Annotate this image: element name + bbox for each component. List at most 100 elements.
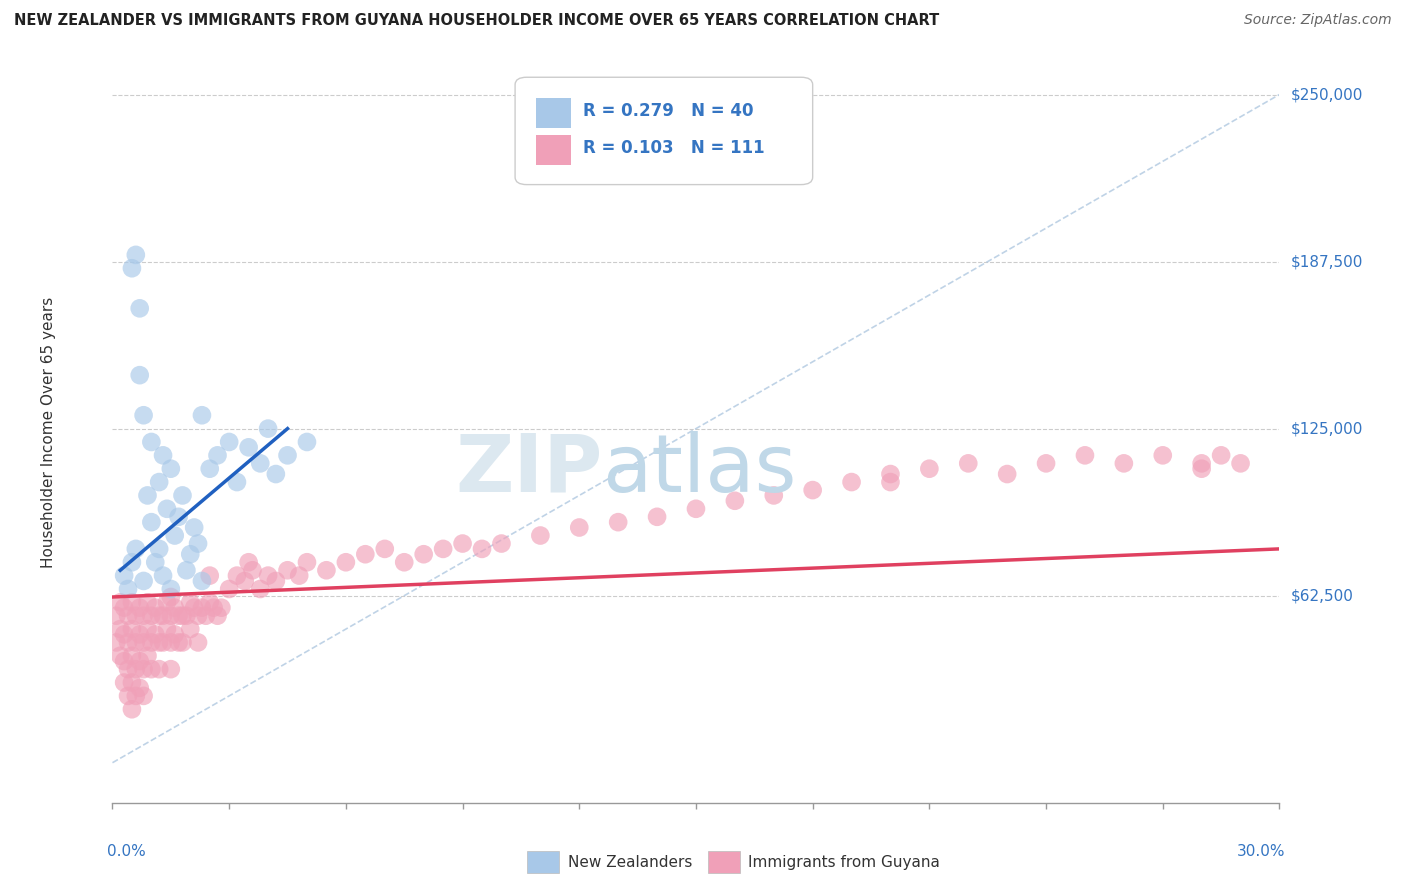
Point [841,475,863,489]
Point [685,501,707,516]
Text: Immigrants from Guyana: Immigrants from Guyana [748,855,941,870]
Point [128,654,150,668]
Point [148,635,170,649]
Point [198,595,221,609]
Point [152,568,174,582]
Point [156,622,179,636]
Point [112,675,135,690]
Point [288,568,311,582]
Point [148,541,170,556]
Point [568,520,591,534]
Point [191,574,214,588]
Point [132,635,155,649]
Text: NEW ZEALANDER VS IMMIGRANTS FROM GUYANA HOUSEHOLDER INCOME OVER 65 YEARS CORRELA: NEW ZEALANDER VS IMMIGRANTS FROM GUYANA … [14,13,939,29]
Bar [707,851,741,873]
Point [315,563,337,577]
Point [801,483,824,497]
Point [105,608,128,623]
Point [121,675,143,690]
Point [160,635,183,649]
Point [167,509,190,524]
Point [141,635,163,649]
Point [1191,456,1213,470]
Point [207,448,229,462]
Point [183,520,205,534]
Point [152,635,174,649]
Point [1191,461,1213,475]
Point [125,635,148,649]
Point [295,434,318,449]
Point [1209,448,1232,462]
Point [163,627,186,641]
Text: atlas: atlas [603,431,797,508]
Point [152,608,174,623]
Text: Householder Income Over 65 years: Householder Income Over 65 years [41,297,56,568]
Point [125,662,148,676]
Point [198,568,221,582]
Point [148,608,170,623]
Point [160,582,183,596]
Point [209,600,232,615]
Text: New Zealanders: New Zealanders [568,855,692,870]
Point [394,555,416,569]
Point [995,467,1018,481]
Point [295,555,318,569]
Point [249,456,271,470]
Point [1074,448,1097,462]
Text: 0.0%: 0.0% [107,844,145,858]
Point [160,608,183,623]
Point [187,635,209,649]
Point [132,409,155,423]
Point [148,662,170,676]
Point [918,461,941,475]
Point [125,689,148,703]
Point [242,563,264,577]
Text: Source: ZipAtlas.com: Source: ZipAtlas.com [1244,13,1392,28]
Point [607,515,630,529]
Point [112,627,135,641]
FancyBboxPatch shape [515,78,813,185]
Point [264,467,287,481]
Point [172,488,194,502]
Point [132,608,155,623]
Point [136,595,159,609]
Point [132,689,155,703]
Point [1035,456,1057,470]
Point [117,608,139,623]
Point [226,568,249,582]
Point [160,461,183,475]
Bar [527,851,560,873]
Point [128,368,150,383]
Point [191,409,214,423]
Point [121,622,143,636]
Point [179,595,201,609]
Point [128,627,150,641]
Point [128,681,150,695]
Point [172,635,194,649]
Point [121,702,143,716]
Point [187,608,209,623]
Point [141,608,163,623]
Point [143,555,166,569]
Point [645,509,668,524]
Point [136,488,159,502]
Point [112,568,135,582]
Point [238,440,260,454]
Point [121,595,143,609]
Point [143,627,166,641]
Point [1229,456,1251,470]
Point [128,301,150,316]
Point [117,582,139,596]
Point [264,574,287,588]
Bar [536,98,571,128]
Point [179,547,201,561]
Point [117,689,139,703]
Point [432,541,454,556]
Point [451,536,474,550]
Point [194,608,217,623]
Text: $187,500: $187,500 [1291,254,1362,269]
Point [136,648,159,663]
Point [202,600,225,615]
Point [1112,456,1135,470]
Point [163,528,186,542]
